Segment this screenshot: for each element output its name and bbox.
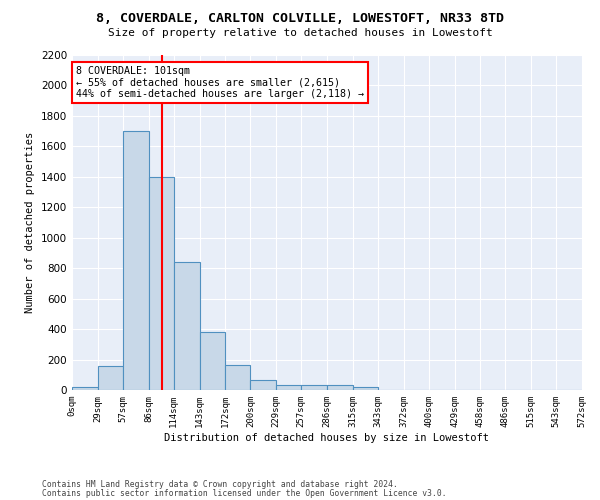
Bar [276,384,301,390]
Bar [173,262,199,390]
Bar [250,380,276,390]
Bar [327,386,353,390]
Bar [72,387,98,390]
X-axis label: Distribution of detached houses by size in Lowestoft: Distribution of detached houses by size … [164,432,490,442]
Bar [149,177,173,390]
Bar [123,131,149,390]
Text: 8 COVERDALE: 101sqm
← 55% of detached houses are smaller (2,615)
44% of semi-det: 8 COVERDALE: 101sqm ← 55% of detached ho… [76,66,364,99]
Bar [353,387,378,390]
Y-axis label: Number of detached properties: Number of detached properties [25,132,35,313]
Bar [98,366,123,390]
Bar [226,365,250,390]
Text: 8, COVERDALE, CARLTON COLVILLE, LOWESTOFT, NR33 8TD: 8, COVERDALE, CARLTON COLVILLE, LOWESTOF… [96,12,504,26]
Text: Size of property relative to detached houses in Lowestoft: Size of property relative to detached ho… [107,28,493,38]
Text: Contains HM Land Registry data © Crown copyright and database right 2024.: Contains HM Land Registry data © Crown c… [42,480,398,489]
Bar [199,332,226,390]
Text: Contains public sector information licensed under the Open Government Licence v3: Contains public sector information licen… [42,490,446,498]
Bar [301,386,327,390]
